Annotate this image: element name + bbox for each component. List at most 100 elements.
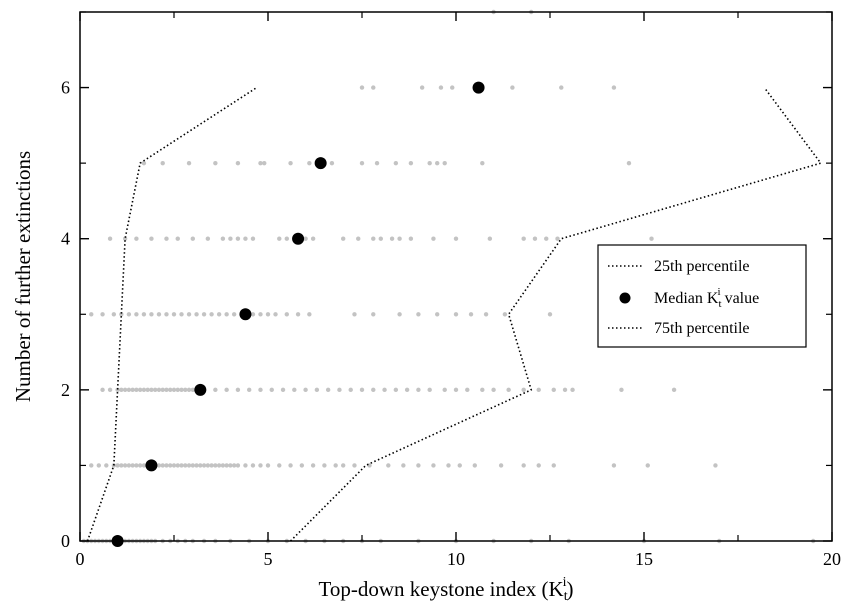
- legend-label-median: Median Kti value: [654, 286, 759, 310]
- observation-point: [111, 312, 117, 317]
- observation-point: [416, 463, 421, 468]
- observation-point: [134, 312, 139, 317]
- observation-point: [359, 387, 365, 393]
- observation-point: [314, 387, 320, 393]
- observation-point: [562, 387, 568, 393]
- observation-point: [337, 387, 342, 393]
- observation-point: [348, 387, 353, 393]
- observation-point: [555, 236, 560, 241]
- observation-point: [506, 387, 511, 393]
- observation-point: [179, 387, 184, 393]
- observation-point: [149, 312, 154, 317]
- observation-point: [626, 160, 632, 166]
- observation-point: [126, 463, 132, 468]
- x-tick-label: 0: [76, 549, 85, 569]
- observation-point: [164, 312, 169, 317]
- percentile-line-p25: [86, 86, 258, 542]
- observation-point: [130, 387, 135, 393]
- observation-point: [122, 463, 128, 468]
- observation-point: [442, 387, 447, 393]
- observation-point: [141, 463, 147, 468]
- observation-point: [134, 236, 139, 241]
- observation-point: [307, 312, 312, 317]
- legend-swatch-median: [619, 292, 631, 304]
- observation-point: [453, 236, 459, 241]
- observation-point: [104, 463, 109, 468]
- observation-point: [371, 236, 376, 241]
- observation-point: [532, 236, 538, 241]
- observation-point: [175, 463, 180, 468]
- observation-point: [619, 387, 624, 393]
- x-axis-title-end: ): [567, 577, 574, 601]
- observation-point: [371, 312, 376, 317]
- observation-point: [183, 387, 188, 393]
- observation-point: [401, 463, 406, 468]
- observation-point: [231, 463, 237, 468]
- observation-point: [201, 312, 207, 317]
- observation-point: [427, 160, 432, 166]
- observation-point: [502, 312, 508, 317]
- observation-point: [164, 387, 169, 393]
- observation-point: [183, 463, 188, 468]
- observation-point: [352, 463, 357, 468]
- observation-point: [352, 312, 357, 317]
- observation-point: [247, 387, 252, 393]
- observation-point: [168, 463, 173, 468]
- observation-point: [231, 312, 237, 317]
- observation-point: [397, 236, 402, 241]
- observation-point: [483, 312, 489, 317]
- observation-point: [228, 463, 233, 468]
- legend-median-sup: i: [718, 286, 721, 298]
- observation-point: [141, 312, 147, 317]
- observation-point: [141, 160, 147, 166]
- observation-point: [544, 236, 549, 241]
- observation-point: [284, 312, 289, 317]
- observation-point: [649, 236, 654, 241]
- observation-point: [134, 463, 139, 468]
- observation-point: [164, 463, 169, 468]
- observation-point: [491, 387, 496, 393]
- observation-point: [292, 387, 297, 393]
- observation-point: [190, 236, 195, 241]
- observation-point: [115, 387, 120, 393]
- observation-point: [201, 463, 207, 468]
- observation-point: [213, 387, 218, 393]
- observation-point: [243, 236, 248, 241]
- observation-point: [472, 463, 477, 468]
- observation-point: [179, 312, 184, 317]
- observation-point: [277, 236, 282, 241]
- observation-point: [258, 160, 263, 166]
- observation-point: [134, 387, 139, 393]
- observation-point: [611, 85, 617, 90]
- observation-point: [137, 463, 143, 468]
- observation-point: [480, 160, 485, 166]
- observation-point: [341, 463, 346, 468]
- observation-point: [453, 387, 459, 393]
- observation-point: [322, 463, 327, 468]
- observation-point: [431, 463, 436, 468]
- observation-point: [235, 463, 241, 468]
- observation-point: [559, 85, 564, 90]
- observation-point: [521, 463, 526, 468]
- legend-box: [597, 244, 807, 348]
- observation-point: [235, 387, 241, 393]
- observation-point: [487, 236, 493, 241]
- observation-point: [209, 312, 214, 317]
- y-tick-label: 6: [61, 78, 70, 98]
- median-point: [194, 383, 207, 396]
- observation-point: [389, 236, 395, 241]
- observation-point: [536, 387, 541, 393]
- observation-point: [273, 312, 278, 317]
- observation-point: [258, 463, 263, 468]
- x-axis-title-main: Top-down keystone index (K: [318, 577, 563, 601]
- observation-point: [186, 463, 192, 468]
- observation-point: [480, 387, 485, 393]
- observation-point: [186, 387, 192, 393]
- observation-point: [371, 387, 376, 393]
- observation-point: [156, 387, 162, 393]
- median-point: [292, 232, 305, 245]
- observation-point: [164, 236, 169, 241]
- observation-point: [419, 85, 425, 90]
- observation-point: [149, 236, 154, 241]
- observation-point: [570, 387, 575, 393]
